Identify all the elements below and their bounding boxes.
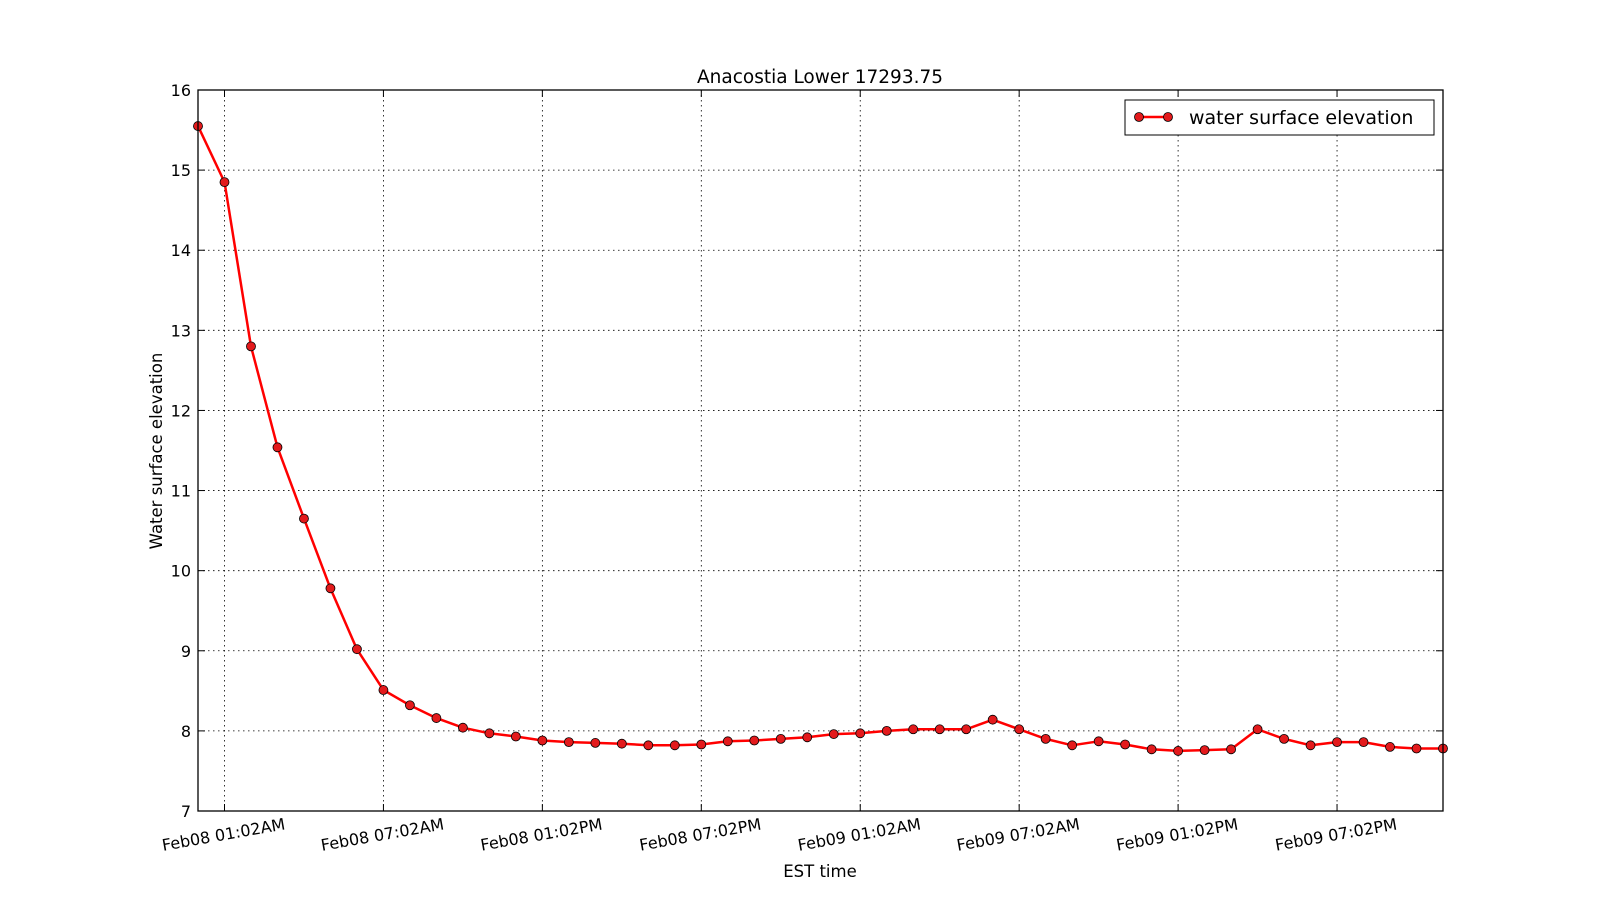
data-point [590, 738, 601, 748]
data-point [775, 734, 786, 744]
grid-lines [198, 90, 1443, 811]
y-tick-label: 15 [171, 161, 191, 180]
data-point [855, 728, 866, 739]
series-group [193, 121, 1448, 756]
data-point [1358, 737, 1369, 748]
data-point [1305, 740, 1316, 751]
data-point [1411, 743, 1422, 754]
data-point [1226, 744, 1236, 755]
data-point [1014, 724, 1025, 735]
data-point [908, 724, 919, 735]
data-point [246, 341, 256, 352]
data-point [934, 724, 945, 735]
data-point [881, 725, 892, 736]
data-point [643, 740, 654, 751]
data-point [484, 728, 495, 739]
data-point [563, 737, 574, 748]
x-axis-label: EST time [783, 862, 857, 881]
chart-title: Anacostia Lower 17293.75 [697, 67, 943, 88]
data-point [1173, 746, 1184, 756]
legend-box [1124, 99, 1435, 136]
data-point [749, 735, 760, 746]
y-axis-label: Water surface elevation [147, 353, 166, 550]
y-tick-label: 16 [171, 81, 191, 100]
data-point [1279, 734, 1289, 744]
y-tick-label: 12 [171, 401, 191, 420]
data-point [457, 722, 468, 733]
series-line [196, 125, 1443, 753]
data-point [1040, 734, 1051, 744]
data-point [802, 732, 813, 743]
data-point [1146, 744, 1157, 755]
y-tick-label: 13 [171, 321, 191, 340]
data-point [1067, 740, 1078, 751]
data-point [431, 713, 442, 723]
data-point [405, 700, 415, 711]
data-point [616, 738, 627, 749]
data-point [537, 735, 548, 746]
data-point [1332, 737, 1342, 748]
data-point [325, 583, 336, 594]
data-point [510, 731, 521, 742]
y-tick-label: 14 [171, 241, 191, 260]
legend-entry-label: water surface elevation [1189, 107, 1413, 129]
data-point [299, 513, 309, 524]
data-point [1252, 724, 1263, 735]
data-point [987, 714, 998, 725]
legend-marker-left [1134, 112, 1144, 122]
data-point [828, 729, 839, 739]
data-point [272, 442, 283, 453]
data-point [1385, 742, 1395, 752]
y-tick-label: 9 [181, 642, 191, 661]
axis-ticks [198, 89, 1443, 812]
data-point [696, 739, 707, 750]
data-point [378, 685, 389, 695]
data-point [1199, 745, 1210, 756]
legend: water surface elevation [1124, 99, 1435, 136]
data-point [1120, 739, 1131, 750]
data-point [961, 724, 972, 735]
y-tick-label: 10 [171, 562, 191, 581]
y-tick-label: 11 [171, 482, 191, 501]
data-point [352, 644, 362, 655]
legend-marker-right [1163, 112, 1173, 122]
data-point [722, 736, 733, 747]
data-point [1093, 736, 1104, 747]
data-point [219, 177, 230, 188]
plot-frame [197, 89, 1444, 812]
y-tick-label: 8 [181, 722, 191, 741]
data-point [669, 740, 680, 751]
y-tick-label: 7 [181, 802, 191, 821]
